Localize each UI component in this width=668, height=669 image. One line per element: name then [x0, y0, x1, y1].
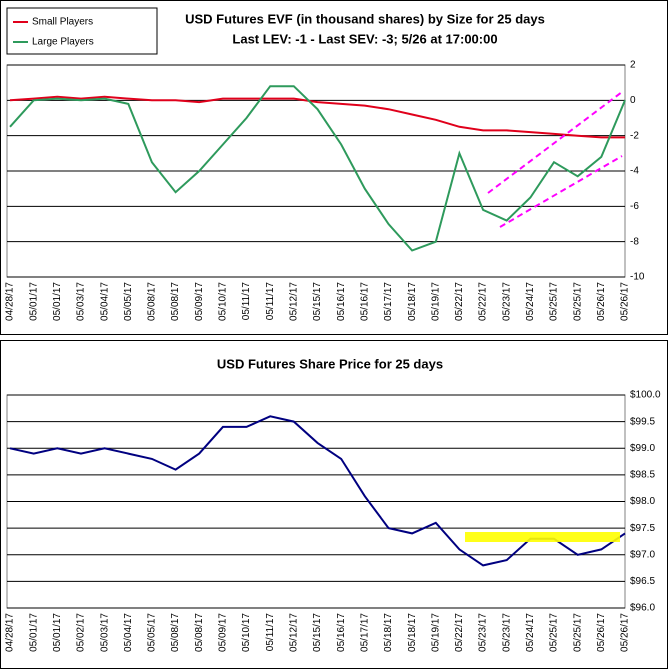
x-tick-label: 05/26/17 [596, 613, 607, 652]
y-tick-label: -2 [630, 130, 639, 141]
x-tick-label: 05/26/17 [620, 613, 631, 652]
x-tick-label: 05/11/17 [265, 613, 276, 652]
y-tick-label: $97.0 [630, 549, 655, 560]
x-tick-label: 05/08/17 [147, 282, 158, 321]
x-tick-label: 05/23/17 [501, 613, 512, 652]
x-tick-label: 05/24/17 [525, 613, 536, 652]
x-tick-label: 05/09/17 [218, 613, 229, 652]
x-tick-label: 05/18/17 [383, 613, 394, 652]
x-tick-label: 05/22/17 [454, 282, 465, 321]
x-tick-label: 05/25/17 [572, 282, 583, 321]
x-tick-label: 05/16/17 [336, 282, 347, 321]
x-tick-label: 04/28/17 [5, 613, 16, 652]
x-tick-label: 05/18/17 [407, 613, 418, 652]
x-tick-label: 05/25/17 [572, 613, 583, 652]
x-tick-label: 05/08/17 [170, 613, 181, 652]
y-tick-label: $96.0 [630, 603, 655, 614]
trend-line [487, 91, 623, 194]
x-tick-label: 05/12/17 [288, 282, 299, 321]
x-tick-label: 05/01/17 [52, 613, 63, 652]
y-tick-label: -6 [630, 201, 639, 212]
x-tick-label: 05/16/17 [336, 613, 347, 652]
x-tick-label: 05/01/17 [28, 613, 39, 652]
series-line [9, 415, 626, 567]
y-tick-label: -10 [630, 272, 645, 283]
y-tick-label: $98.0 [630, 496, 655, 507]
x-tick-label: 05/01/17 [52, 282, 63, 321]
x-tick-label: 05/10/17 [241, 613, 252, 652]
x-tick-label: 05/05/17 [147, 613, 158, 652]
x-tick-label: 05/12/17 [288, 613, 299, 652]
x-tick-label: 05/08/17 [194, 613, 205, 652]
x-tick-label: 05/16/17 [359, 282, 370, 321]
legend-label: Large Players [32, 37, 94, 48]
y-tick-label: $96.5 [630, 576, 655, 587]
x-tick-label: 05/10/17 [218, 282, 229, 321]
chart-title: USD Futures EVF (in thousand shares) by … [185, 11, 545, 26]
x-tick-label: 05/05/17 [123, 282, 134, 321]
x-tick-label: 04/28/17 [5, 282, 16, 321]
x-tick-label: 05/22/17 [454, 613, 465, 652]
y-tick-label: $97.5 [630, 523, 655, 534]
x-tick-label: 05/24/17 [525, 282, 536, 321]
trend-line [499, 155, 623, 228]
x-tick-label: 05/17/17 [359, 613, 370, 652]
series-line [9, 85, 626, 252]
highlight-band [465, 532, 620, 542]
series-line [9, 95, 625, 139]
x-tick-label: 05/23/17 [478, 613, 489, 652]
x-tick-label: 05/26/17 [620, 282, 631, 321]
y-tick-label: 0 [630, 95, 636, 106]
x-tick-label: 05/15/17 [312, 282, 323, 321]
x-tick-label: 05/22/17 [478, 282, 489, 321]
x-tick-label: 05/19/17 [430, 613, 441, 652]
x-tick-label: 05/23/17 [501, 282, 512, 321]
x-tick-label: 05/25/17 [549, 613, 560, 652]
x-tick-label: 05/01/17 [28, 282, 39, 321]
x-tick-label: 05/26/17 [596, 282, 607, 321]
legend [6, 7, 158, 55]
x-tick-label: 05/08/17 [170, 282, 181, 321]
x-tick-label: 05/09/17 [194, 282, 205, 321]
legend-label: Small Players [32, 17, 93, 28]
x-tick-label: 05/02/17 [76, 613, 87, 652]
x-tick-label: 05/03/17 [99, 613, 110, 652]
y-tick-label: -4 [630, 166, 639, 177]
y-tick-label: $99.0 [630, 443, 655, 454]
y-tick-label: $99.5 [630, 416, 655, 427]
x-tick-label: 05/19/17 [430, 282, 441, 321]
x-tick-label: 05/17/17 [383, 282, 394, 321]
x-tick-label: 05/18/17 [407, 282, 418, 321]
x-tick-label: 05/25/17 [549, 282, 560, 321]
x-tick-label: 05/11/17 [265, 282, 276, 321]
x-tick-label: 05/04/17 [123, 613, 134, 652]
chart-title: USD Futures Share Price for 25 days [217, 356, 443, 371]
x-tick-label: 05/04/17 [99, 282, 110, 321]
y-tick-label: 2 [630, 60, 636, 71]
x-tick-label: 05/11/17 [241, 282, 252, 321]
y-tick-label: $100.0 [630, 390, 661, 401]
y-tick-label: $98.5 [630, 470, 655, 481]
x-tick-label: 05/03/17 [76, 282, 87, 321]
y-tick-label: -8 [630, 236, 639, 247]
x-tick-label: 05/15/17 [312, 613, 323, 652]
chart-subtitle: Last LEV: -1 - Last SEV: -3; 5/26 at 17:… [232, 31, 497, 46]
